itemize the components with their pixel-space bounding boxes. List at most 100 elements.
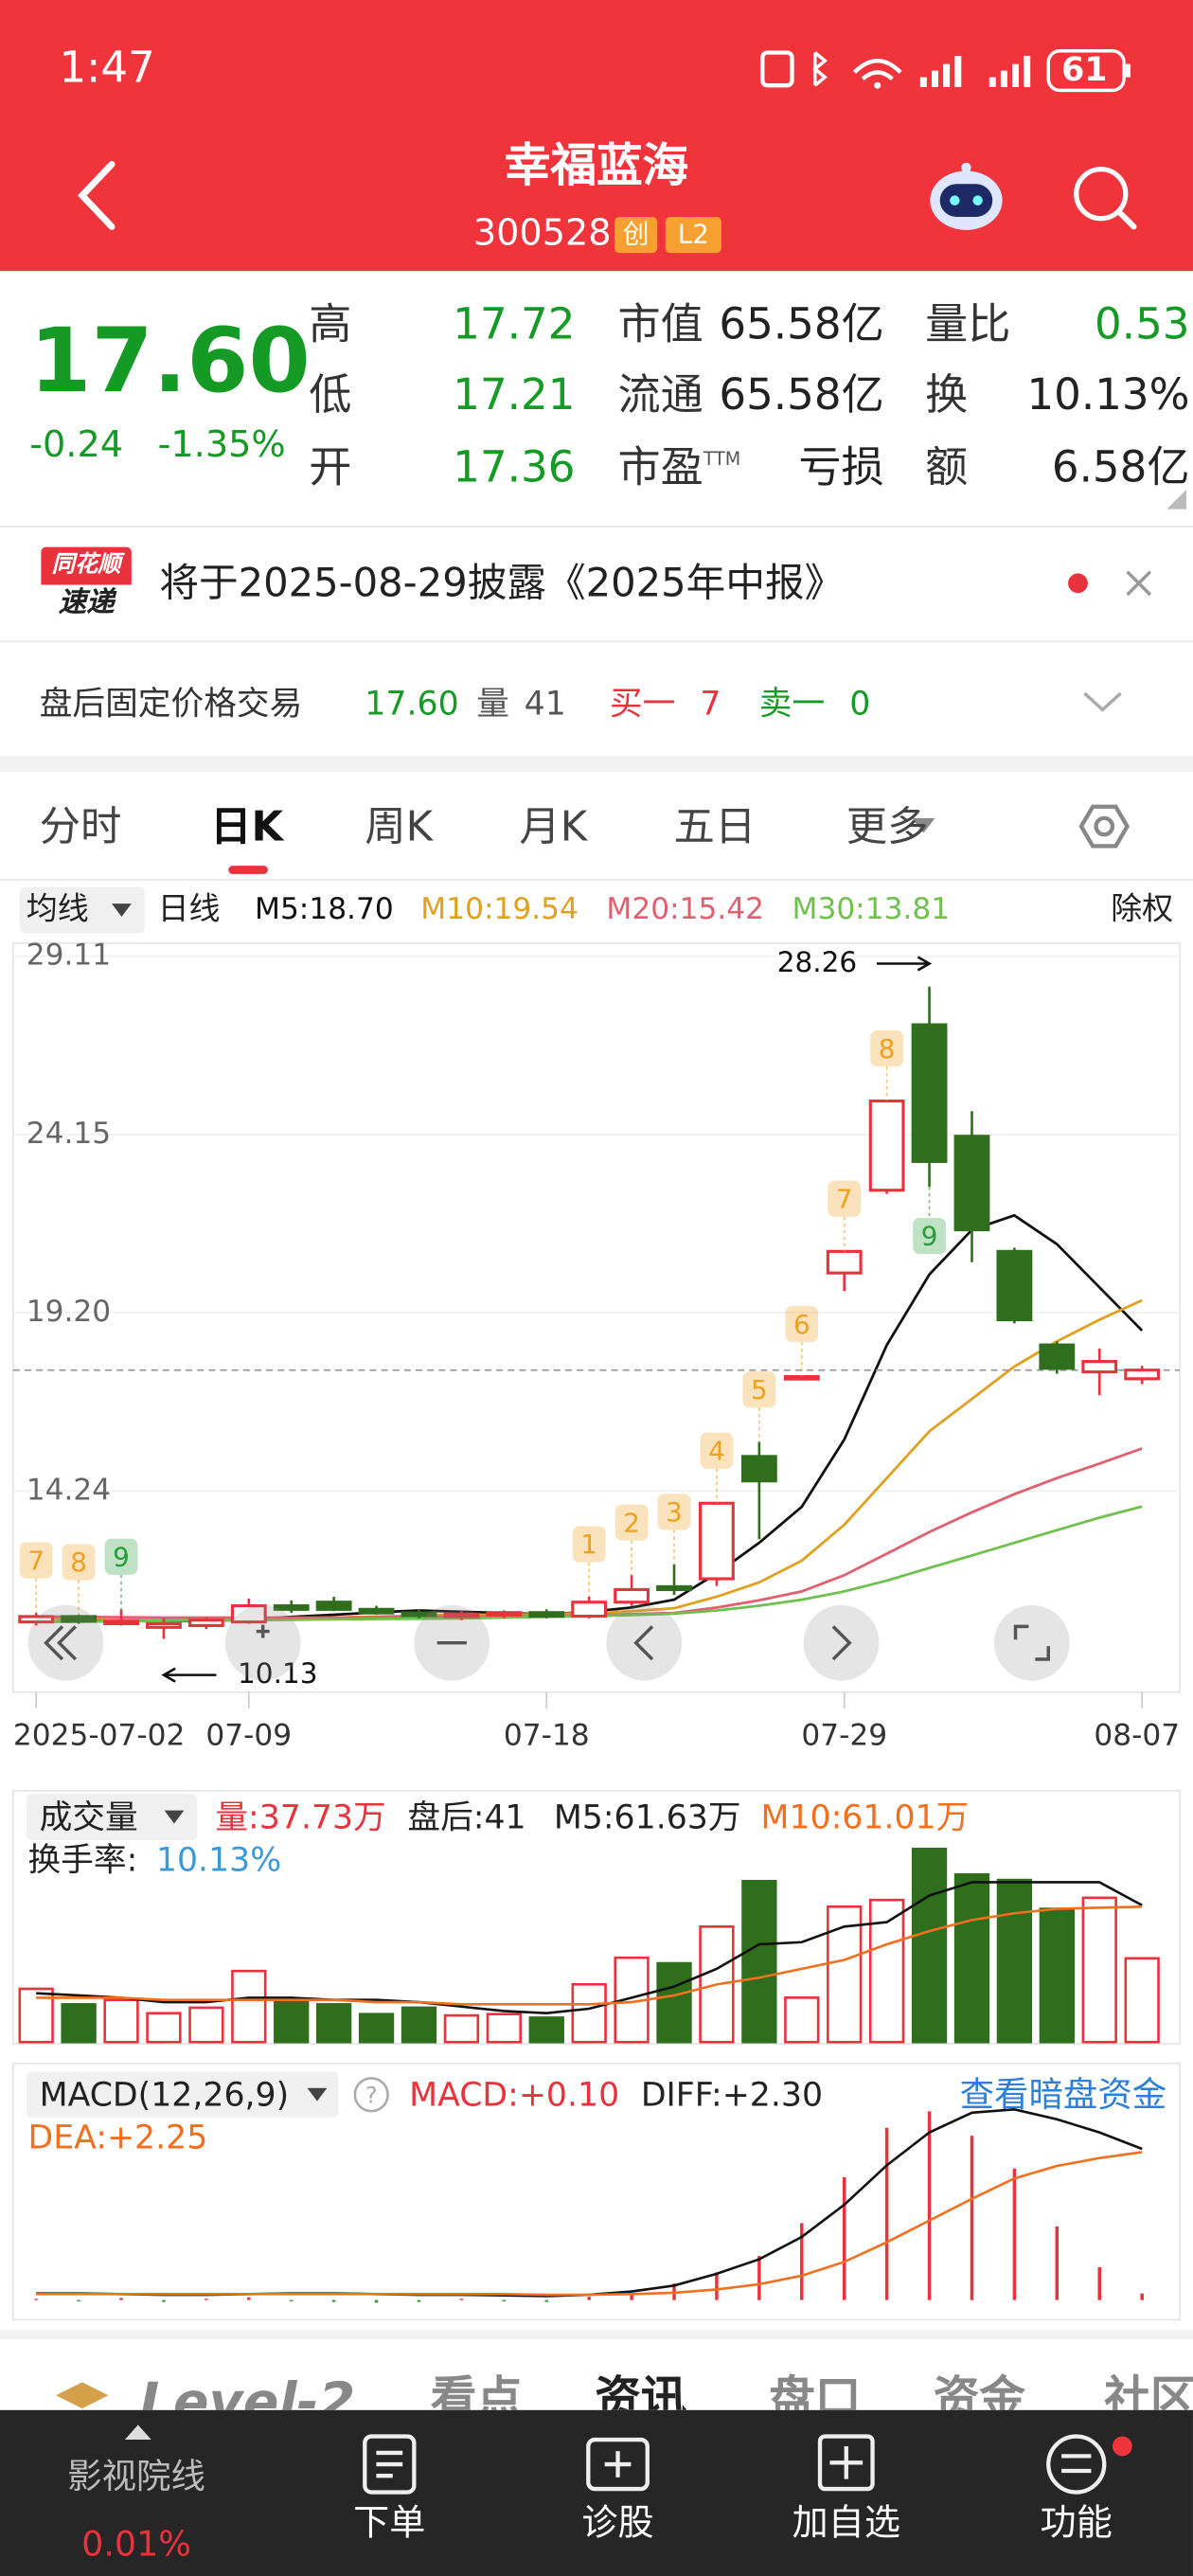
volume-bar (315, 2003, 352, 2044)
notice-text[interactable]: 将于2025-08-29披露《2025年中报》 (159, 560, 845, 607)
stock-name: 幸福蓝海 (504, 137, 689, 192)
nav-item[interactable]: 加自选 (792, 2503, 901, 2546)
max-arrow (877, 956, 933, 972)
td-label: 1 (580, 1529, 597, 1560)
nav-bar: 影视院线 0.01% 下单 诊股 加自选 功能 (0, 2409, 1193, 2576)
stat-label-text: 额 (925, 443, 969, 493)
expand-corner[interactable] (1166, 489, 1187, 510)
volume-bar (146, 2012, 182, 2044)
legend-item: M5:61.63万 (554, 1798, 741, 1836)
price-change-pct: -1.35% (157, 425, 286, 467)
macd-title[interactable]: MACD(12,26,9) (40, 2076, 290, 2114)
nav-icons (363, 2434, 1132, 2495)
stat-value: 亏损 (798, 443, 884, 493)
td-label: 2 (623, 1507, 640, 1538)
td-label: 7 (27, 1545, 45, 1576)
indicator-box[interactable] (26, 1794, 198, 1840)
stat-label-text: 换 (925, 371, 969, 421)
chart-tab[interactable]: 更多 (846, 802, 929, 850)
expand-chevron[interactable] (1081, 687, 1124, 716)
legend-item: DEA:+2.25 (28, 2120, 208, 2157)
stat-label: 开 (309, 447, 351, 490)
back-button[interactable] (65, 158, 131, 234)
volume-ma-line (36, 1905, 1143, 2006)
tab-icons[interactable] (874, 802, 1137, 851)
max-label: 28.26 (777, 946, 857, 978)
indicator-box[interactable] (26, 2071, 339, 2119)
bottom-tab[interactable]: Level-2 (139, 2370, 356, 2410)
dark-pool-link[interactable]: 查看暗盘资金 (960, 2074, 1167, 2115)
chart-nav-glyph (1013, 1624, 1050, 1661)
buy-label: 买一 (609, 683, 676, 724)
candle-body (103, 1619, 139, 1626)
bottom-tab[interactable]: 社区 (1104, 2370, 1193, 2410)
market-name[interactable]: 影视院线 (67, 2457, 205, 2496)
bottom-tab[interactable]: 资金 (933, 2370, 1025, 2410)
volume-bar (443, 2013, 480, 2044)
tab-underline (228, 866, 268, 874)
candle-body (486, 1611, 523, 1617)
notice-logo: 同花顺 速递 (41, 546, 132, 623)
legend-item: M5:18.70 (255, 892, 394, 926)
volume-current: 量:37.73万 (215, 1798, 385, 1836)
candle-body (1039, 1343, 1076, 1370)
sell-value: 0 (849, 683, 871, 724)
nav-item[interactable]: 功能 (1040, 2503, 1113, 2546)
td-label: 7 (836, 1184, 853, 1215)
chart-tab[interactable]: 月K (519, 802, 588, 850)
help-icon[interactable] (353, 2077, 389, 2113)
macd-line (36, 2151, 1143, 2297)
buy-value: 7 (700, 683, 721, 724)
macd-frame (12, 2062, 1181, 2321)
stat-label: 低 (309, 375, 351, 418)
nav-item[interactable]: 下单 (353, 2503, 426, 2546)
stat-label-text: 流通 (617, 371, 703, 421)
robot-icon[interactable] (920, 158, 1012, 241)
volume-bar (274, 1999, 310, 2044)
candle-body (18, 1615, 55, 1624)
td-box (614, 1504, 649, 1541)
chart-nav-button[interactable] (27, 1604, 104, 1681)
stat-label-text: 量比 (925, 300, 1011, 350)
legend-item: M10:19.54 (420, 892, 579, 926)
indicator-box[interactable] (19, 886, 145, 934)
chart-nav-button[interactable] (606, 1604, 683, 1681)
chart-nav-glyph (831, 1625, 852, 1661)
chart-nav-button[interactable] (224, 1604, 301, 1681)
stat-label-text: 高 (309, 300, 352, 350)
bottom-tab[interactable]: 盘口 (769, 2370, 862, 2410)
volume-bar (1081, 1896, 1117, 2044)
chart-tab[interactable]: 日K (210, 802, 284, 850)
chart-tab[interactable]: 五日 (673, 802, 757, 850)
chart-tab[interactable]: 分时 (39, 802, 122, 850)
chart-nav-button[interactable] (993, 1604, 1070, 1681)
adjust-label[interactable]: 除权 (1111, 890, 1173, 927)
after-hours-label: 盘后固定价格交易 (39, 683, 303, 724)
volume-bar (996, 1878, 1033, 2044)
last-price: 17.60 (29, 309, 311, 413)
turnover-label: 换手率: (28, 1841, 138, 1879)
battery-level: 61 (1061, 49, 1108, 89)
candle-body (699, 1501, 735, 1581)
header-bar (0, 0, 1193, 272)
candle-body (1081, 1360, 1118, 1374)
bottom-tab[interactable]: 资讯 (595, 2370, 687, 2410)
candle-body (358, 1607, 395, 1615)
candle-body (656, 1584, 692, 1591)
volume-bar (231, 1969, 267, 2044)
stat-value: 17.21 (453, 371, 576, 421)
min-label: 10.13 (238, 1657, 317, 1690)
bottom-tab[interactable]: 看点 (430, 2370, 523, 2410)
td-box (657, 1494, 691, 1530)
stat-label: 市值 (618, 304, 703, 347)
volume-title[interactable]: 成交量 (40, 1798, 138, 1836)
stat-label: 流通 (618, 375, 703, 418)
chart-nav-button[interactable] (803, 1604, 880, 1681)
chart-tab[interactable]: 周K (365, 802, 434, 850)
search-button[interactable] (1068, 161, 1144, 237)
indicator-label[interactable]: 均线 (27, 890, 89, 927)
nav-item[interactable]: 诊股 (581, 2503, 654, 2546)
notice-controls[interactable] (1059, 559, 1165, 608)
volume-bar (61, 2003, 97, 2044)
candle-body (740, 1455, 777, 1483)
